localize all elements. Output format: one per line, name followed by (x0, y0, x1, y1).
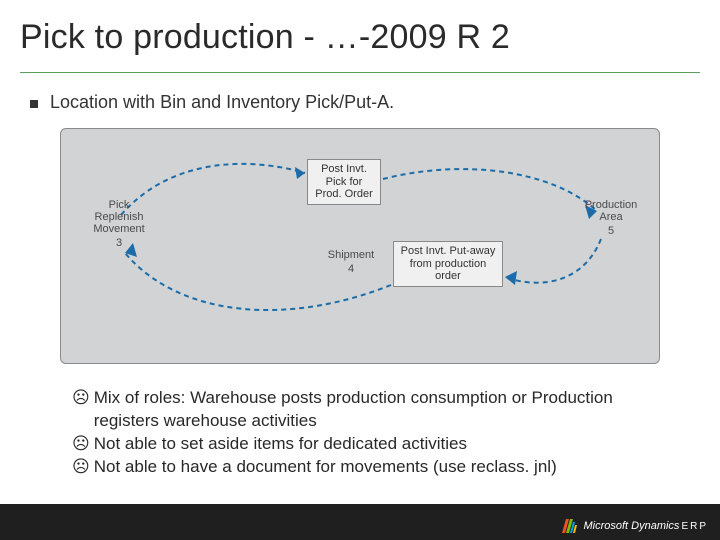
body-text-block: ☹ Mix of roles: Warehouse posts producti… (72, 387, 662, 479)
body-item-text: Not able to set aside items for dedicate… (94, 433, 467, 456)
microsoft-flag-icon (561, 518, 577, 534)
body-item-text: Not able to have a document for movement… (94, 456, 557, 479)
brand-text: Microsoft DynamicsERP (583, 520, 708, 532)
diagram-box-post-putaway: Post Invt. Put-away from production orde… (393, 241, 503, 287)
label-number: 5 (579, 225, 643, 237)
brand-suffix: ERP (681, 521, 708, 532)
label-line: Shipment (328, 249, 374, 261)
bullet-row: Location with Bin and Inventory Pick/Put… (30, 92, 394, 113)
brand: Microsoft DynamicsERP (561, 518, 708, 534)
label-line: Replenish (95, 211, 144, 223)
body-item: ☹ Mix of roles: Warehouse posts producti… (72, 387, 662, 433)
diagram-label-pick: Pick Replenish Movement 3 (83, 199, 155, 249)
diagram-label-shipment: Shipment 4 (321, 249, 381, 275)
label-line: Pick (109, 199, 130, 211)
footer: Microsoft DynamicsERP (0, 504, 720, 540)
body-item: ☹ Not able to set aside items for dedica… (72, 433, 662, 456)
bullet-text: Location with Bin and Inventory Pick/Put… (50, 92, 394, 113)
label-line: Area (599, 211, 622, 223)
diagram-label-production: Production Area 5 (579, 199, 643, 237)
body-item-text: Mix of roles: Warehouse posts production… (94, 387, 662, 433)
sad-face-icon: ☹ (72, 433, 90, 456)
title-divider (20, 72, 700, 73)
label-number: 4 (321, 263, 381, 275)
diagram-box-post-pick: Post Invt. Pick for Prod. Order (307, 159, 381, 205)
bullet-square-icon (30, 100, 38, 108)
label-line: Movement (93, 223, 144, 235)
sad-face-icon: ☹ (72, 456, 90, 479)
sad-face-icon: ☹ (72, 387, 90, 433)
flow-diagram: Pick Replenish Movement 3 Shipment 4 Pro… (60, 128, 660, 364)
label-line: Production (585, 199, 638, 211)
label-number: 3 (83, 237, 155, 249)
brand-name: Microsoft Dynamics (583, 520, 679, 532)
slide: Pick to production - …-2009 R 2 Location… (0, 0, 720, 540)
body-item: ☹ Not able to have a document for moveme… (72, 456, 662, 479)
page-title: Pick to production - …-2009 R 2 (20, 18, 510, 57)
